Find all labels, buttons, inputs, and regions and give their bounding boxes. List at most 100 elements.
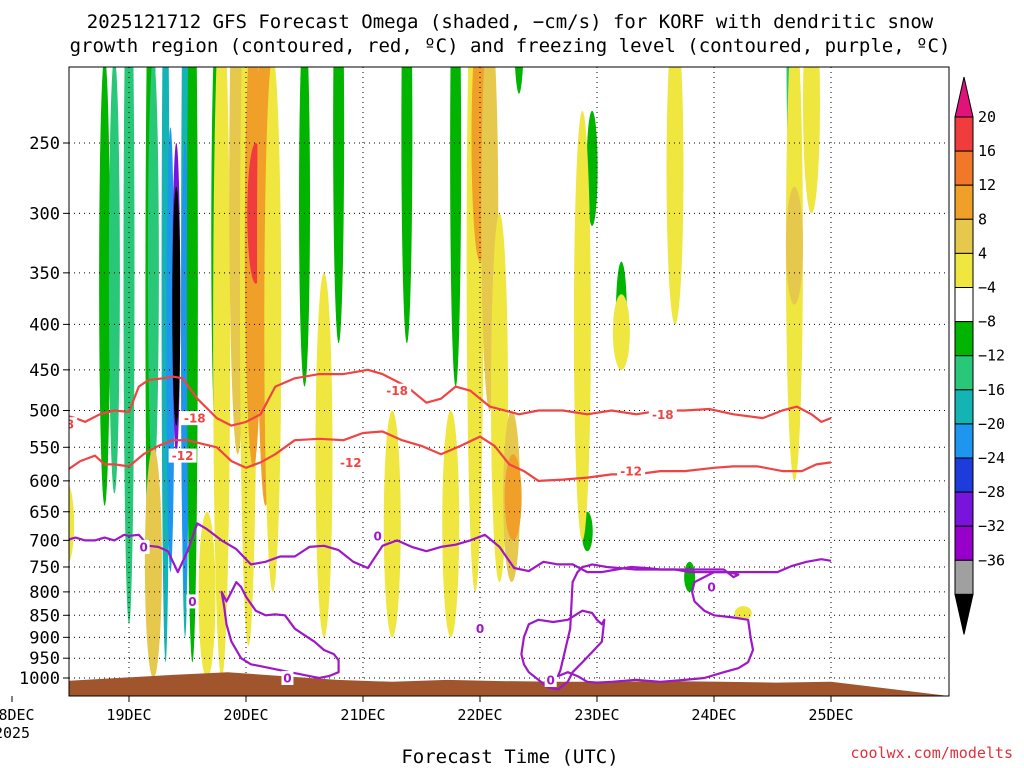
contour-label-bg-15 bbox=[705, 580, 718, 595]
colorbar-segment-5 bbox=[954, 252, 974, 288]
x-tick-label-21DEC: 21DEC bbox=[340, 706, 385, 724]
omega-blob-47 bbox=[573, 110, 591, 541]
x-tick-label-24DEC: 24DEC bbox=[691, 706, 736, 724]
contour--12 bbox=[69, 430, 832, 482]
contour-label-bg-1 bbox=[0, 461, 19, 475]
contour-label-12: 0 bbox=[373, 529, 381, 543]
contour-label-bg-11 bbox=[281, 671, 294, 685]
y-tick-label-450: 450 bbox=[29, 361, 60, 381]
y-tick-label-850: 850 bbox=[29, 606, 60, 626]
colorbar-label-3: 8 bbox=[978, 210, 987, 228]
contour-label-9: 0 bbox=[139, 540, 147, 554]
chart-title-line1: 2025121712 GFS Forecast Omega (shaded, −… bbox=[87, 11, 934, 33]
contour-label-8: 0 bbox=[59, 537, 67, 551]
y-tick-label-950: 950 bbox=[29, 649, 60, 669]
contour-0-loop2 bbox=[520, 609, 606, 691]
omega-blob-30 bbox=[198, 511, 216, 678]
x-tick-label-22DEC: 22DEC bbox=[457, 706, 502, 724]
contour-0-loop3 bbox=[556, 563, 755, 684]
colorbar-label-9: −20 bbox=[978, 415, 1005, 433]
x-tick-label-18DEC: 18DEC bbox=[0, 706, 35, 724]
y-tick-label-400: 400 bbox=[29, 315, 60, 335]
omega-blob-6 bbox=[123, 67, 135, 625]
contour-label-3: -12 bbox=[172, 449, 194, 463]
contour-label-14: 0 bbox=[547, 673, 555, 687]
colorbar: 20 16 12 8 4 −4 −8 −12 −16 −20 −24 −28 −32 −36 bbox=[954, 76, 1005, 635]
colorbar-segment-7 bbox=[954, 321, 974, 357]
omega-blob-3 bbox=[58, 0, 69, 500]
contour-label-7: -12 bbox=[620, 465, 642, 479]
colorbar-segment-10 bbox=[954, 423, 974, 459]
colorbar-segment-13 bbox=[954, 525, 974, 561]
x-tick-label-20DEC: 20DEC bbox=[223, 706, 268, 724]
plot-frame bbox=[68, 66, 950, 697]
colorbar-segment-6 bbox=[954, 287, 974, 323]
omega-blob-55 bbox=[734, 606, 752, 620]
contour-label-13: 0 bbox=[476, 622, 484, 636]
colorbar-label-4: 4 bbox=[978, 244, 987, 262]
colorbar-segment-3 bbox=[954, 184, 974, 220]
y-tick-label-500: 500 bbox=[29, 402, 60, 422]
colorbar-segment-12 bbox=[954, 491, 974, 527]
contour-label-4: -18 bbox=[386, 384, 408, 398]
colorbar-label-6: −8 bbox=[978, 313, 996, 331]
credit-text: coolwx.com/modelts bbox=[850, 744, 1013, 762]
colorbar-label-2: 12 bbox=[978, 176, 996, 194]
colorbar-segment-11 bbox=[954, 457, 974, 493]
omega-blob-18 bbox=[299, 67, 310, 387]
colorbar-label-8: −16 bbox=[978, 381, 1005, 399]
colorbar-segment-2 bbox=[954, 150, 974, 186]
contour-label-10: 0 bbox=[188, 595, 196, 609]
omega-blob-39 bbox=[383, 410, 401, 638]
contour-label-bg-0 bbox=[69, 417, 78, 432]
contour-label-bg-7 bbox=[617, 464, 646, 479]
omega-blob-19 bbox=[333, 67, 345, 344]
contour-label-bg-14 bbox=[544, 672, 557, 687]
omega-blob-22 bbox=[515, 67, 523, 94]
omega-blob-29 bbox=[144, 447, 162, 678]
x-tick-label-23DEC: 23DEC bbox=[574, 706, 619, 724]
x-tick-sublabel-18DEC: 2025 bbox=[0, 724, 30, 742]
colorbar-top-arrow bbox=[954, 76, 974, 118]
y-tick-label-1000: 1000 bbox=[19, 669, 60, 689]
omega-blob-37 bbox=[264, 67, 282, 592]
colorbar-label-12: −32 bbox=[978, 517, 1005, 535]
y-tick-label-750: 750 bbox=[29, 558, 60, 578]
omega-blob-51 bbox=[785, 186, 803, 305]
omega-blob-12 bbox=[172, 186, 181, 426]
x-tick-label-19DEC: 19DEC bbox=[106, 706, 151, 724]
colorbar-segment-14 bbox=[954, 559, 974, 595]
omega-blob-21 bbox=[450, 67, 462, 387]
omega-blob-49 bbox=[666, 67, 684, 325]
chart-title-line2: growth region (contoured, red, ºC) and f… bbox=[70, 35, 951, 57]
y-tick-label-900: 900 bbox=[29, 628, 60, 648]
contour-label-6: -18 bbox=[652, 408, 674, 422]
contour-label-bg-3 bbox=[168, 448, 197, 463]
contour-label-2: -18 bbox=[184, 412, 206, 426]
omega-blob-8 bbox=[147, 67, 159, 481]
colorbar-label-0: 20 bbox=[978, 108, 996, 126]
contour-label-1: -12 bbox=[0, 461, 16, 475]
y-tick-label-300: 300 bbox=[29, 204, 60, 224]
contour-label-bg-13 bbox=[474, 621, 486, 636]
omega-blob-1 bbox=[74, 238, 86, 541]
omega-blob-31 bbox=[213, 67, 231, 678]
omega-blob-48 bbox=[612, 294, 630, 370]
omega-blob-52 bbox=[803, 67, 820, 214]
colorbar-segment-1 bbox=[954, 116, 974, 152]
y-tick-label-650: 650 bbox=[29, 503, 60, 523]
contour-label-bg-10 bbox=[186, 594, 199, 609]
omega-blob-40 bbox=[442, 410, 460, 638]
colorbar-label-11: −28 bbox=[978, 483, 1005, 501]
contour-label-bg-2 bbox=[180, 411, 209, 426]
contour-label-15: 0 bbox=[707, 581, 715, 595]
contour-label-bg-6 bbox=[648, 407, 677, 422]
x-tick-label-25DEC: 25DEC bbox=[808, 706, 853, 724]
contour-0-loop1 bbox=[220, 581, 340, 680]
y-tick-label-800: 800 bbox=[29, 583, 60, 603]
contour-labels: -18 -12 -18 -12 -18 -12 -18 -12 0 0 0 0 0 0 0 0 bbox=[0, 383, 718, 687]
plot-area: -18 -12 -18 -12 -18 -12 -18 -12 0 0 0 0 0 0 0 0 bbox=[0, 0, 949, 696]
omega-blob-4 bbox=[99, 67, 111, 506]
colorbar-label-13: −36 bbox=[978, 551, 1005, 569]
colorbar-segment-4 bbox=[954, 218, 974, 254]
